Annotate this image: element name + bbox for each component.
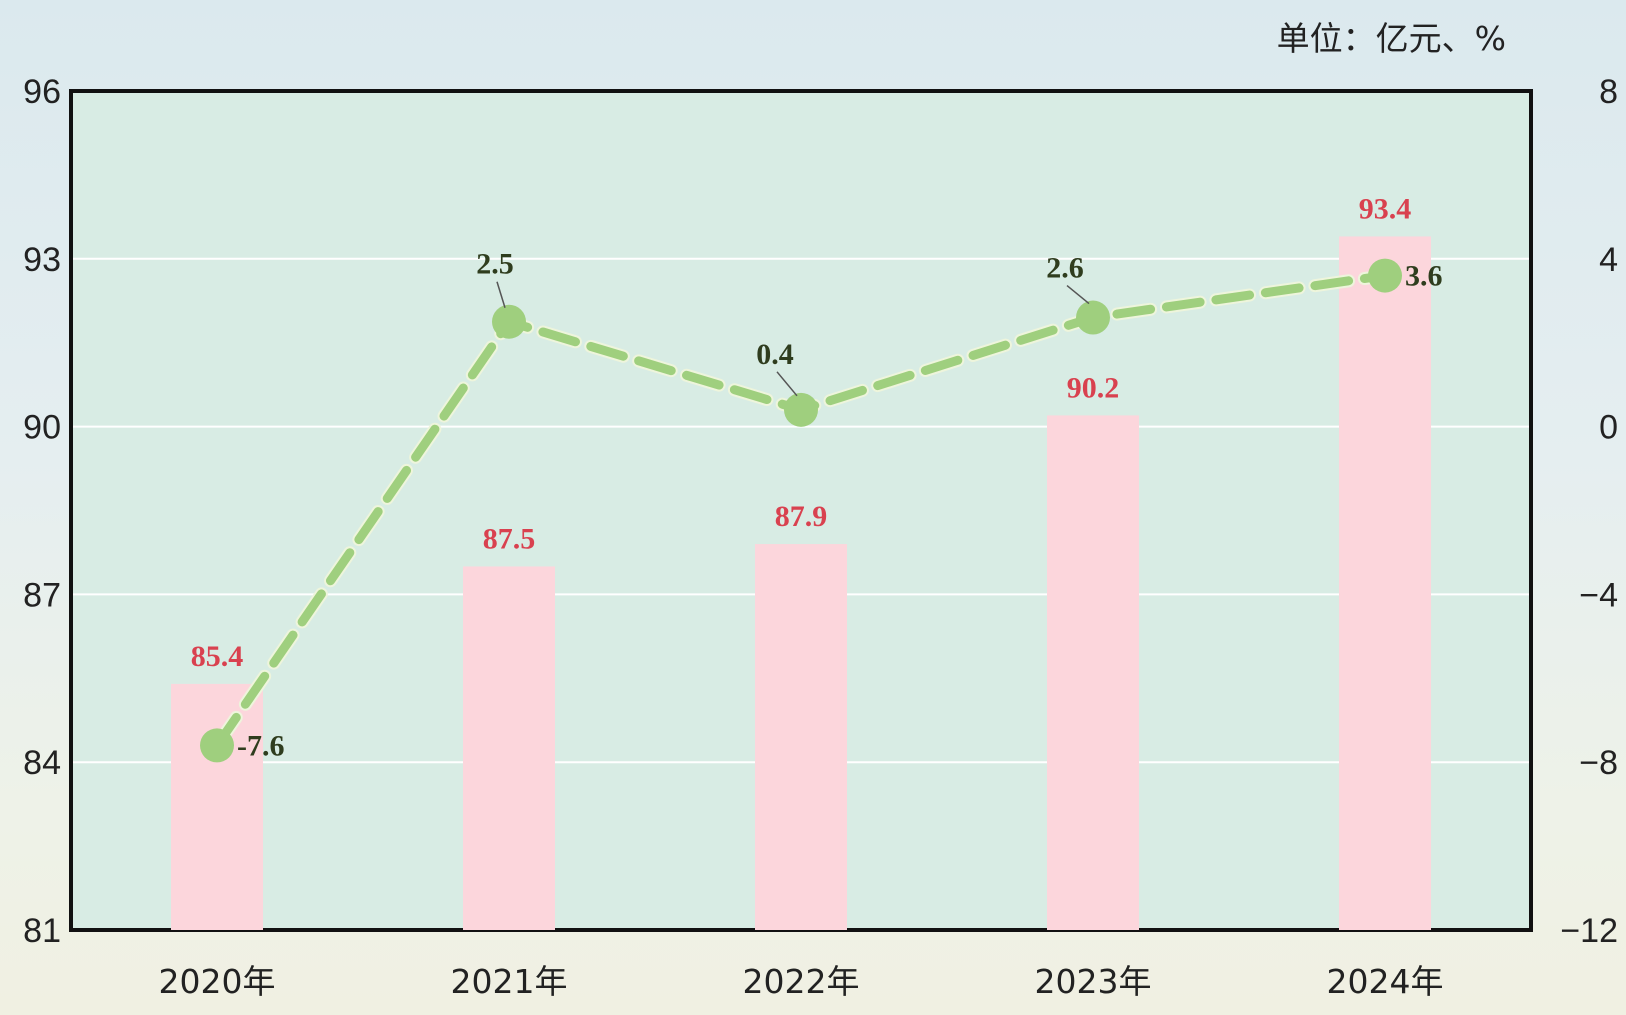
y-left-tick-label: 84 <box>23 744 61 782</box>
line-marker <box>1076 300 1110 335</box>
y-left-tick-label: 93 <box>23 241 61 279</box>
line-value-label: 2.5 <box>476 248 514 281</box>
bar-value-label: 85.4 <box>191 640 244 673</box>
label-leader-line <box>1066 284 1090 305</box>
x-tick-label: 2022年 <box>743 962 860 1001</box>
bar-value-label: 87.5 <box>483 522 536 555</box>
bar <box>463 566 555 930</box>
line-value-label: 2.6 <box>1046 252 1084 285</box>
line-series <box>200 258 1402 763</box>
y-right-tick-label: −12 <box>1560 912 1618 950</box>
label-leader-line <box>776 371 798 397</box>
x-tick-label: 2024年 <box>1327 962 1444 1001</box>
line-marker <box>1368 258 1402 293</box>
y-left-tick-label: 90 <box>23 409 61 447</box>
y-left-tick-label: 87 <box>23 576 61 614</box>
bar-value-label: 90.2 <box>1067 371 1120 404</box>
bar <box>1047 415 1139 930</box>
label-leader-line <box>496 281 506 308</box>
x-tick-label: 2020年 <box>159 962 276 1001</box>
line-value-label: -7.6 <box>237 729 285 762</box>
bar <box>755 544 847 930</box>
line-value-label: 3.6 <box>1405 260 1443 293</box>
x-tick-label: 2023年 <box>1035 962 1152 1001</box>
unit-label: 单位：亿元、% <box>1277 19 1506 58</box>
data-labels: 85.4 87.5 87.9 90.2 93.4 -7.6 2.5 0.4 2.6 3.6 <box>191 192 1443 762</box>
y-right-tick-label: −4 <box>1579 576 1618 614</box>
bar <box>171 683 263 930</box>
y-right-tick-label: −8 <box>1579 744 1618 782</box>
y-right-tick-label: 0 <box>1599 409 1618 447</box>
y-right-tick-label: 4 <box>1599 241 1618 279</box>
x-tick-label: 2021年 <box>451 962 568 1001</box>
line-value-label: 0.4 <box>756 338 794 371</box>
bar-value-label: 93.4 <box>1359 192 1412 225</box>
bar <box>1339 236 1431 931</box>
bar-series <box>171 236 1431 931</box>
y-left-tick-label: 96 <box>23 73 61 111</box>
bar-value-label: 87.9 <box>775 500 828 533</box>
y-right-tick-label: 8 <box>1599 73 1618 111</box>
y-left-tick-label: 81 <box>23 912 61 950</box>
line-marker <box>492 304 526 339</box>
line-marker <box>784 392 818 427</box>
line-marker <box>200 728 234 763</box>
